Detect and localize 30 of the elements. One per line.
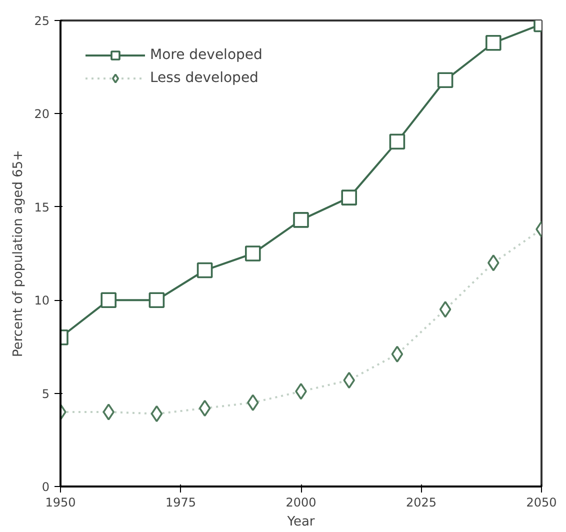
x-axis-title: Year: [286, 514, 316, 530]
y-tick-label: 0: [42, 480, 50, 494]
point: [389, 134, 406, 150]
point: [437, 72, 454, 88]
legend-label: Less developed: [150, 70, 258, 86]
x-tick-label: 1950: [45, 496, 76, 510]
point: [198, 400, 211, 417]
y-tick-label: 20: [34, 107, 50, 122]
point: [439, 301, 452, 318]
point: [293, 212, 309, 228]
point: [150, 405, 163, 422]
y-axis-title: Percent of population aged 65+: [11, 150, 26, 358]
point: [486, 34, 502, 51]
y-tick-label: 10: [34, 294, 50, 308]
point: [196, 262, 213, 278]
point: [100, 292, 116, 308]
x-tick-label: 2025: [406, 496, 437, 510]
legend-label: More developed: [150, 47, 262, 63]
x-tick-label: 1975: [165, 496, 196, 510]
point: [341, 190, 357, 206]
y-tick-label: 25: [34, 14, 50, 28]
point: [245, 246, 261, 262]
x-tick-label: 2050: [526, 496, 557, 510]
y-tick-label: 15: [34, 200, 50, 214]
y-tick-label: 5: [42, 386, 50, 401]
x-tick-label: 2000: [286, 496, 316, 510]
point: [148, 292, 165, 308]
point: [102, 404, 114, 420]
point: [295, 383, 307, 400]
point: [391, 346, 404, 363]
